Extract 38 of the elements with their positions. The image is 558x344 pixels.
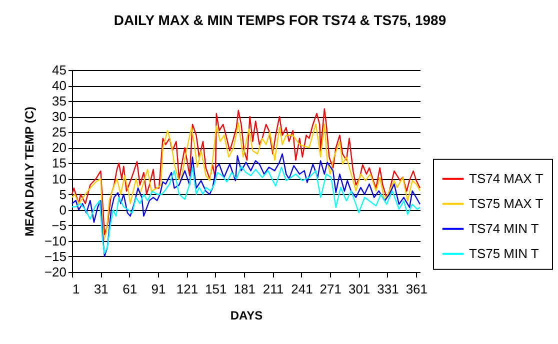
x-tick-label: 151 — [205, 282, 227, 296]
x-tick-label: 91 — [151, 282, 166, 296]
y-tick-label: 20 — [52, 140, 66, 156]
line-series — [71, 166, 421, 254]
x-tick-label: 301 — [348, 282, 370, 296]
y-tick-label: 10 — [52, 171, 66, 186]
y-tick-label: 45 — [52, 62, 66, 78]
line-series — [71, 108, 421, 236]
legend-label: TS74 MIN T — [469, 220, 539, 236]
x-tick-label: 121 — [176, 282, 198, 296]
legend-label: TS74 MAX T — [469, 170, 544, 186]
x-tick-label: 181 — [234, 282, 256, 296]
y-tick-label: 5 — [59, 186, 66, 202]
y-tick-label: −20 — [44, 264, 66, 280]
y-tick-label: 30 — [52, 109, 66, 124]
x-tick-label: 211 — [262, 282, 284, 296]
y-tick-label: 40 — [52, 78, 66, 94]
y-tick-label: 25 — [52, 124, 66, 140]
y-tick-label: −5 — [52, 218, 66, 233]
y-axis-title: MEAN DAILY TEMP (C) — [22, 106, 36, 236]
y-tick-label: 35 — [52, 94, 66, 109]
legend-label: TS75 MIN T — [469, 246, 539, 261]
x-tick-label: 271 — [320, 282, 342, 296]
legend-label: TS75 MAX T — [469, 196, 544, 211]
chart-title: DAILY MAX & MIN TEMPS FOR TS74 & TS75, 1989 — [114, 12, 446, 28]
x-axis-title: DAYS — [230, 308, 263, 322]
line-series — [71, 153, 421, 258]
line-series — [71, 122, 421, 242]
y-tick-label: −10 — [44, 233, 66, 248]
x-tick-label: 1 — [72, 282, 80, 296]
y-tick-label: 0 — [59, 202, 66, 218]
x-tick-label: 331 — [377, 282, 399, 296]
x-tick-label: 361 — [406, 282, 428, 296]
y-tick-label: 15 — [52, 156, 66, 171]
x-tick-label: 241 — [291, 282, 313, 296]
x-tick-label: 61 — [122, 282, 138, 296]
y-tick-label: −15 — [44, 248, 66, 264]
x-tick-label: 31 — [94, 282, 108, 296]
